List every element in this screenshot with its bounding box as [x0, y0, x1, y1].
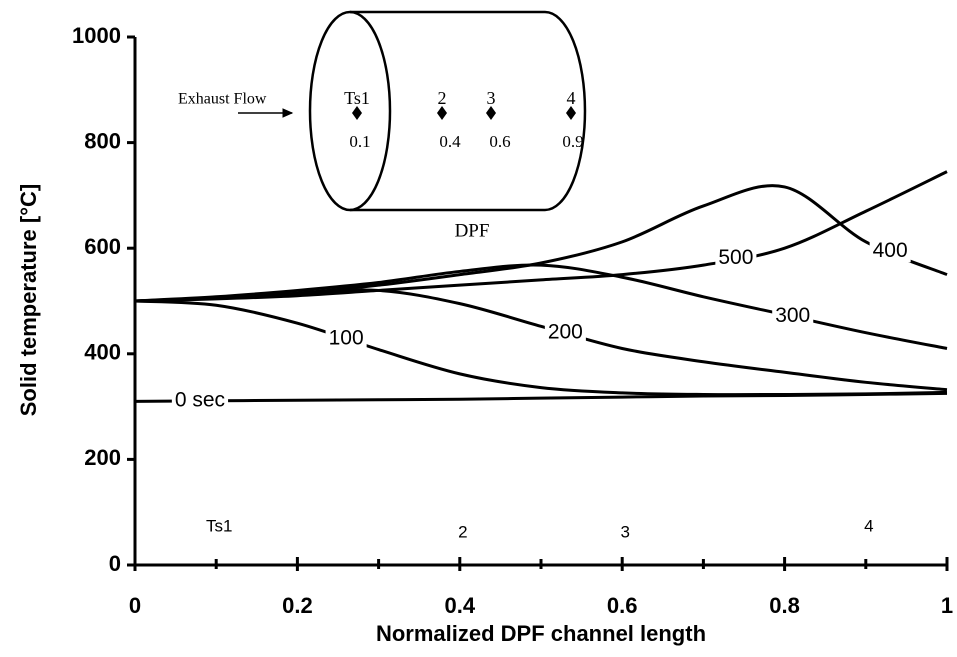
series-label-bg	[869, 239, 911, 263]
inset-sensor-label: Ts1	[344, 88, 370, 108]
series-line	[134, 263, 948, 350]
flow-label: Exhaust Flow	[178, 91, 267, 108]
series-label-bg	[544, 320, 586, 344]
series-label: 0 sec	[175, 388, 225, 411]
y-tick-label: 400	[84, 340, 121, 365]
x-axis-label: Normalized DPF channel length	[376, 621, 706, 646]
series-label: 100	[329, 327, 364, 350]
sensor-label: 2	[458, 522, 467, 541]
series-label-bg	[171, 388, 229, 412]
y-tick-label: 200	[84, 445, 121, 470]
inset-sensor-position: 0.6	[489, 132, 510, 151]
inset-sensor-label: 4	[567, 88, 576, 108]
inset-sensor-position: 0.9	[562, 132, 583, 151]
x-tick-label: 0.8	[769, 593, 800, 618]
series-label-bg	[325, 326, 367, 350]
series-label-bg	[772, 304, 814, 328]
inset-sensor-position: 0.1	[349, 132, 370, 151]
sensor-label: 4	[864, 516, 873, 535]
series-label: 200	[548, 321, 583, 344]
x-tick-label: 0.6	[607, 593, 638, 618]
inset-title: DPF	[455, 220, 490, 241]
y-tick-label: 600	[84, 234, 121, 259]
x-tick-label: 1	[941, 593, 953, 618]
inset-sensor-label: 3	[487, 88, 496, 108]
sensor-marker	[486, 106, 496, 120]
series-label: 500	[718, 246, 753, 269]
series-line	[134, 184, 948, 303]
series-label-bg	[715, 245, 757, 269]
series-line	[134, 299, 948, 397]
sensor-label: Ts1	[206, 516, 232, 535]
sensor-marker	[566, 106, 576, 120]
y-tick-label: 0	[109, 551, 121, 576]
sensor-marker	[352, 106, 362, 120]
series-line	[134, 288, 948, 392]
series-label: 300	[775, 304, 810, 327]
sensor-marker	[437, 106, 447, 120]
series-label: 400	[873, 239, 908, 262]
y-axis-label: Solid temperature [°C]	[16, 184, 41, 417]
y-tick-label: 800	[84, 128, 121, 153]
sensor-label: 3	[620, 522, 629, 541]
inset-sensor-label: 2	[438, 88, 447, 108]
x-tick-label: 0.2	[282, 593, 313, 618]
x-tick-label: 0	[129, 593, 141, 618]
x-tick-label: 0.4	[445, 593, 476, 618]
y-tick-label: 1000	[72, 23, 121, 48]
series-line	[134, 170, 948, 303]
inset-sensor-position: 0.4	[439, 132, 461, 151]
inset-diagram	[238, 10, 587, 212]
